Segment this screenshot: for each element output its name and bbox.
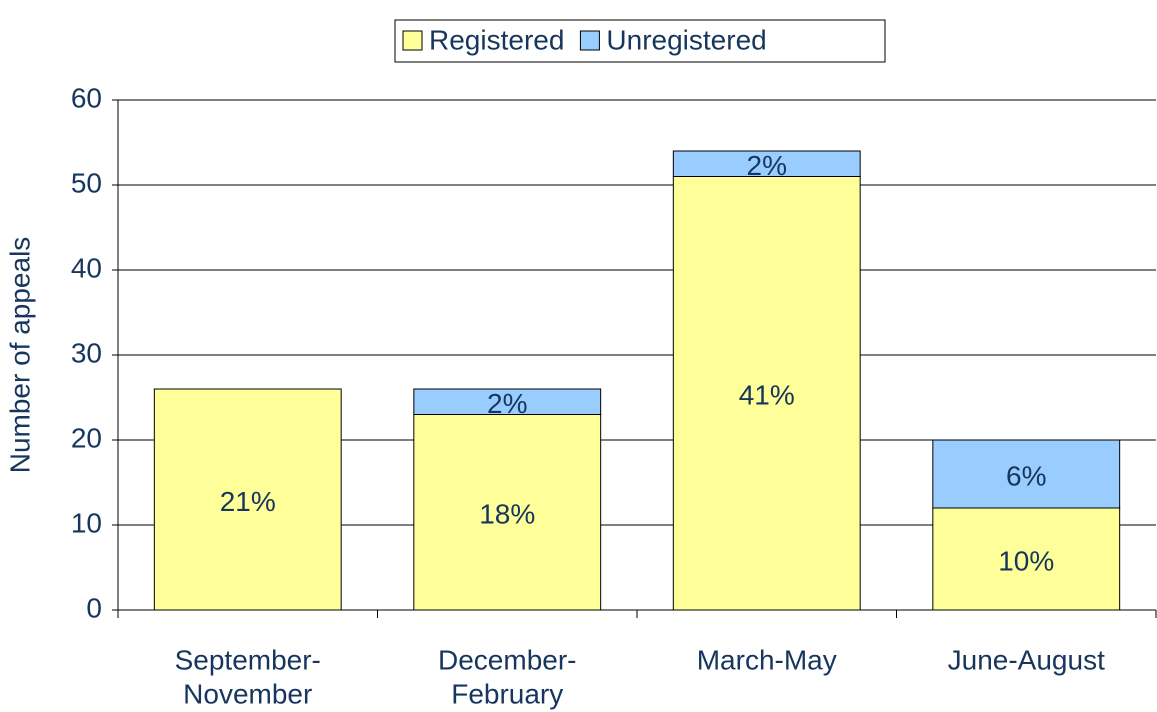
x-tick-label: February	[451, 678, 563, 709]
legend-box	[394, 19, 886, 63]
value-label: 6%	[1006, 460, 1046, 491]
bar-segment	[932, 439, 1121, 509]
value-label: 10%	[998, 545, 1054, 576]
x-tick-label: December-	[438, 644, 576, 675]
legend-swatch	[579, 30, 600, 51]
x-tick-label: September-	[175, 644, 321, 675]
legend-swatch	[402, 30, 423, 51]
legend-label: Registered	[429, 24, 564, 55]
bar-segment	[413, 414, 602, 611]
bar-segment	[932, 507, 1121, 611]
value-label: 2%	[487, 388, 527, 419]
x-tick-label: March-May	[697, 644, 837, 675]
y-tick-label: 40	[71, 252, 102, 283]
y-tick-label: 10	[71, 507, 102, 538]
y-axis-label: Number of appeals	[4, 237, 35, 474]
value-label: 41%	[739, 380, 795, 411]
bar-segment	[672, 150, 861, 177]
y-tick-label: 50	[71, 167, 102, 198]
x-tick-label: June-August	[948, 644, 1105, 675]
y-tick-label: 60	[71, 82, 102, 113]
value-label: 21%	[220, 486, 276, 517]
y-tick-label: 20	[71, 422, 102, 453]
y-tick-label: 0	[86, 592, 102, 623]
value-label: 18%	[479, 499, 535, 530]
bar-segment	[153, 388, 342, 611]
legend-label: Unregistered	[606, 24, 766, 55]
x-tick-label: November	[183, 678, 312, 709]
bar-segment	[672, 176, 861, 611]
y-tick-label: 30	[71, 337, 102, 368]
bar-segment	[413, 388, 602, 415]
value-label: 2%	[747, 150, 787, 181]
